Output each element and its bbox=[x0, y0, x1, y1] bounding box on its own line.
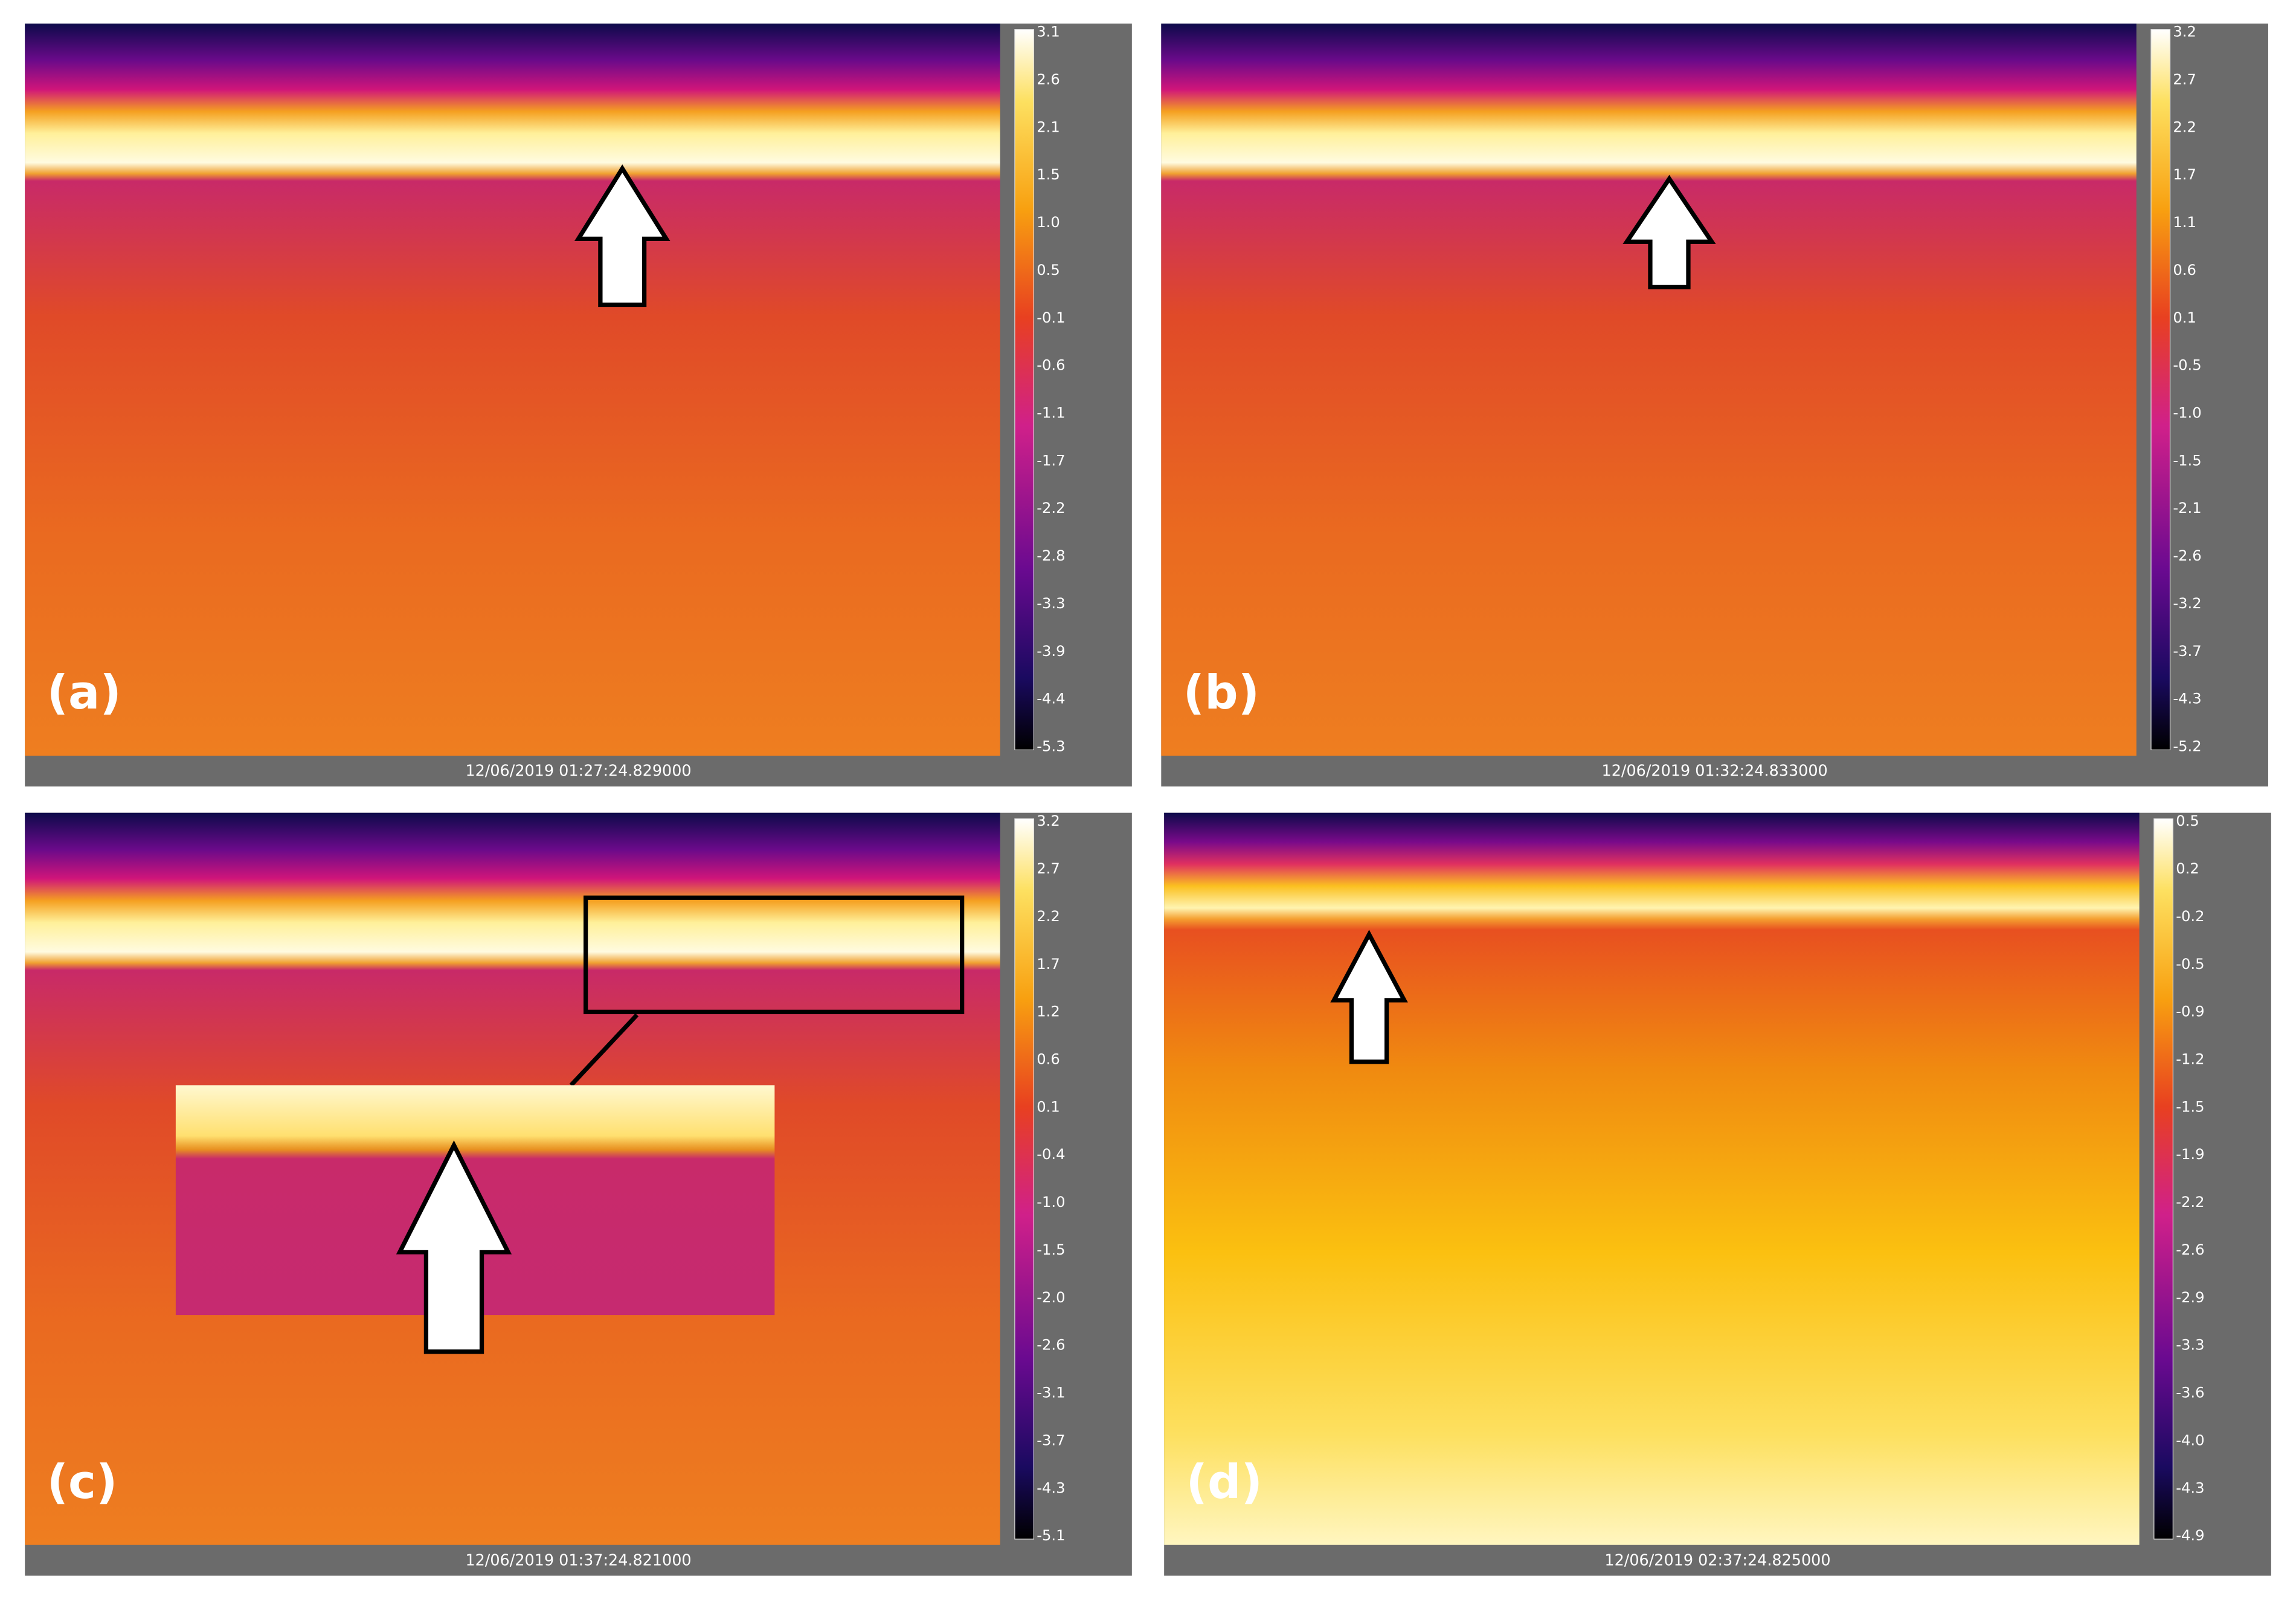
panel-label: (b) bbox=[1183, 666, 1259, 720]
scale-tick-label: 2.2 bbox=[2173, 118, 2196, 135]
scale-tick-label: -3.7 bbox=[2173, 642, 2201, 660]
scale-tick-label: -3.6 bbox=[2176, 1384, 2204, 1401]
thermal-panel: 3.1 2.6 2.1 1.5 1.0 0.5 -0.1 -0.6 -1.1 -1.7 -2.2 -2… bbox=[25, 23, 1132, 786]
scale-tick-label: -0.9 bbox=[2176, 1003, 2204, 1020]
scale-tick-label: -0.1 bbox=[1037, 309, 1065, 326]
scale-tick-label: 3.2 bbox=[1037, 812, 1060, 829]
panel-label: (c) bbox=[47, 1455, 118, 1510]
arrow bbox=[574, 164, 670, 307]
scale-tick-label: 1.0 bbox=[1037, 213, 1060, 231]
scale-tick-label: -3.2 bbox=[2173, 594, 2201, 612]
scale-tick-label: -5.3 bbox=[1037, 738, 1065, 755]
thermal-image bbox=[25, 24, 1000, 756]
color-scale-bar bbox=[1014, 818, 1035, 1540]
scale-tick-label: -5.2 bbox=[2173, 738, 2201, 755]
color-scale-bar bbox=[1014, 29, 1035, 750]
arrow bbox=[1330, 930, 1408, 1064]
scale-tick-label: 1.7 bbox=[1037, 955, 1060, 973]
scale-tick-label: -2.9 bbox=[2176, 1288, 2204, 1306]
timestamp: 12/06/2019 01:37:24.821000 bbox=[465, 1551, 691, 1569]
scale-tick-label: -2.1 bbox=[2173, 499, 2201, 516]
thermal-image bbox=[1164, 812, 2140, 1545]
timestamp: 12/06/2019 02:37:24.825000 bbox=[1604, 1551, 1830, 1569]
scale-tick-label: -4.0 bbox=[2176, 1431, 2204, 1449]
scale-tick-label: -1.0 bbox=[2173, 404, 2201, 421]
scale-tick-label: -5.1 bbox=[1037, 1526, 1065, 1544]
scale-tick-label: -1.2 bbox=[2176, 1050, 2204, 1067]
scale-tick-label: -1.1 bbox=[1037, 404, 1065, 421]
scale-tick-label: 1.2 bbox=[1037, 1003, 1060, 1020]
arrow bbox=[396, 1140, 512, 1354]
scale-tick-label: -1.7 bbox=[1037, 451, 1065, 469]
thermal-panel: 3.2 2.7 2.2 1.7 1.2 0.6 0.1 -0.4 -1.0 -1.5 -2.0 -2.… bbox=[25, 812, 1132, 1576]
scale-tick-label: -1.5 bbox=[1037, 1241, 1065, 1258]
scale-tick-label: -3.3 bbox=[1037, 594, 1065, 612]
panel-label: (a) bbox=[47, 666, 121, 720]
scale-tick-label: 1.5 bbox=[1037, 166, 1060, 183]
zoom-box bbox=[584, 895, 965, 1014]
zoom-connector bbox=[569, 1013, 639, 1087]
scale-tick-label: -1.5 bbox=[2173, 451, 2201, 469]
scale-tick-label: 0.5 bbox=[2176, 812, 2199, 829]
scale-tick-label: -3.9 bbox=[1037, 642, 1065, 660]
scale-tick-label: -3.1 bbox=[1037, 1384, 1065, 1401]
scale-tick-label: -3.7 bbox=[1037, 1431, 1065, 1449]
scale-tick-label: -2.2 bbox=[1037, 499, 1065, 516]
scale-tick-label: -2.6 bbox=[2176, 1241, 2204, 1258]
scale-tick-label: 1.7 bbox=[2173, 166, 2196, 183]
scale-tick-label: 0.1 bbox=[1037, 1098, 1060, 1115]
scale-tick-label: 0.6 bbox=[1037, 1050, 1060, 1067]
scale-tick-label: -0.5 bbox=[2176, 955, 2204, 973]
thermal-panel: 0.5 0.2 -0.2 -0.5 -0.9 -1.2 -1.5 -1.9 -2.2 -2.6 -2… bbox=[1164, 812, 2271, 1576]
scale-tick-label: 2.7 bbox=[2173, 70, 2196, 88]
scale-tick-label: 0.5 bbox=[1037, 261, 1060, 278]
scale-tick-label: -2.6 bbox=[1037, 1336, 1065, 1354]
color-scale-bar bbox=[2153, 818, 2173, 1540]
scale-tick-label: 2.7 bbox=[1037, 860, 1060, 877]
scale-tick-label: -1.0 bbox=[1037, 1193, 1065, 1211]
color-scale-bar bbox=[2150, 29, 2171, 750]
scale-tick-label: 0.1 bbox=[2173, 309, 2196, 326]
thermal-panel: 3.2 2.7 2.2 1.7 1.1 0.6 0.1 -0.5 -1.0 -1.5 -2.1 -2.… bbox=[1161, 23, 2268, 786]
scale-tick-label: -4.3 bbox=[2173, 690, 2201, 707]
scale-tick-label: -1.9 bbox=[2176, 1145, 2204, 1163]
panel-label: (d) bbox=[1186, 1455, 1262, 1510]
scale-tick-label: -0.5 bbox=[2173, 356, 2201, 374]
arrow bbox=[1622, 175, 1716, 290]
scale-tick-label: 2.6 bbox=[1037, 70, 1060, 88]
thermal-image bbox=[1161, 24, 2137, 756]
scale-tick-label: 0.2 bbox=[2176, 860, 2199, 877]
timestamp: 12/06/2019 01:32:24.833000 bbox=[1602, 762, 1828, 780]
timestamp: 12/06/2019 01:27:24.829000 bbox=[465, 762, 691, 780]
scale-tick-label: -0.2 bbox=[2176, 907, 2204, 925]
scale-tick-label: -4.4 bbox=[1037, 690, 1065, 707]
scale-tick-label: 2.2 bbox=[1037, 907, 1060, 925]
scale-tick-label: -1.5 bbox=[2176, 1098, 2204, 1115]
scale-tick-label: 3.2 bbox=[2173, 23, 2196, 40]
scale-tick-label: -2.0 bbox=[1037, 1288, 1065, 1306]
scale-tick-label: -4.9 bbox=[2176, 1526, 2204, 1544]
scale-tick-label: -4.3 bbox=[1037, 1479, 1065, 1496]
scale-tick-label: -2.2 bbox=[2176, 1193, 2204, 1211]
scale-tick-label: -2.6 bbox=[2173, 547, 2201, 564]
scale-tick-label: 3.1 bbox=[1037, 23, 1060, 40]
scale-tick-label: -0.4 bbox=[1037, 1145, 1065, 1163]
scale-tick-label: 1.1 bbox=[2173, 213, 2196, 231]
scale-tick-label: -4.3 bbox=[2176, 1479, 2204, 1496]
scale-tick-label: 0.6 bbox=[2173, 261, 2196, 278]
scale-tick-label: 2.1 bbox=[1037, 118, 1060, 135]
scale-tick-label: -2.8 bbox=[1037, 547, 1065, 564]
scale-tick-label: -3.3 bbox=[2176, 1336, 2204, 1354]
scale-tick-label: -0.6 bbox=[1037, 356, 1065, 374]
